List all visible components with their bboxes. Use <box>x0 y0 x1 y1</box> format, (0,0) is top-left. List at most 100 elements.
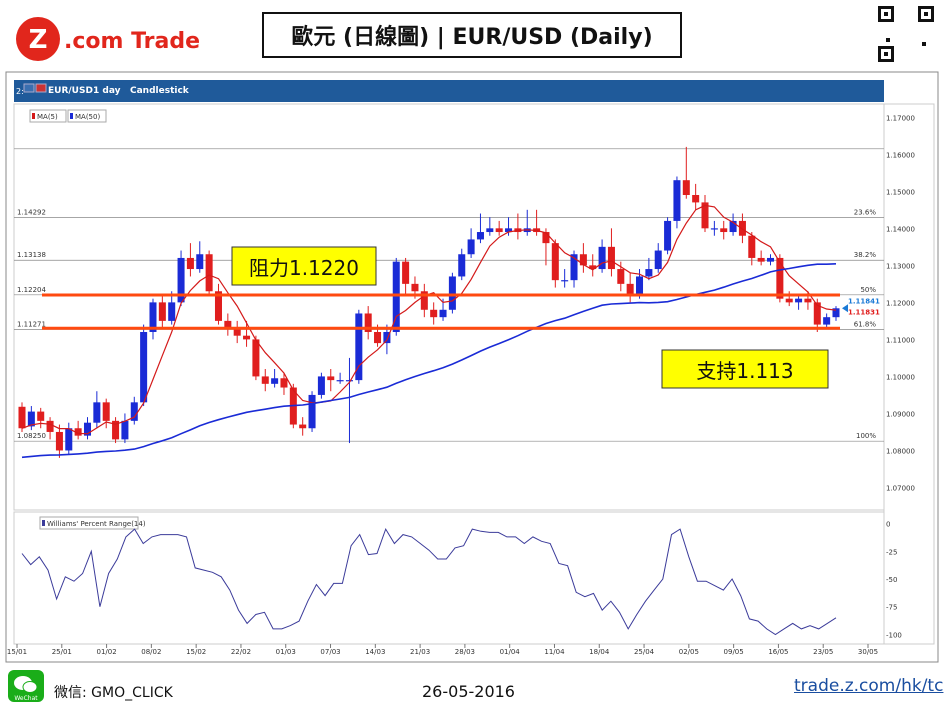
date-tick-label: 25/04 <box>634 648 655 656</box>
toolbar-chart-style[interactable]: Candlestick <box>130 86 190 96</box>
fib-percent-label: 50% <box>860 286 876 294</box>
bearish-candle <box>327 376 335 381</box>
price-tick-label: 1.11000 <box>886 336 915 344</box>
fib-percent-label: 61.8% <box>854 320 877 328</box>
bullish-candle <box>654 250 662 270</box>
wechat-id: 微信: GMO_CLICK <box>54 685 173 701</box>
bullish-candle <box>598 246 606 270</box>
fib-percent-label: 38.2% <box>854 251 877 259</box>
bullish-candle <box>121 420 129 440</box>
bullish-candle <box>645 269 653 277</box>
page-title: 歐元 (日線圖) | EUR/USD (Daily) <box>262 12 682 58</box>
bearish-candle <box>804 298 812 303</box>
bearish-candle <box>299 424 307 429</box>
wechat-icon[interactable]: WeChat <box>8 670 44 702</box>
wpr-panel <box>13 511 885 645</box>
fib-percent-label: 100% <box>856 432 876 440</box>
wpr-line <box>21 527 837 636</box>
qr-modules <box>886 38 926 46</box>
date-tick-label: 14/03 <box>365 648 385 656</box>
bullish-candle <box>130 402 138 421</box>
bearish-candle <box>589 265 597 270</box>
bearish-candle <box>252 339 260 377</box>
price-tick-label: 1.15000 <box>886 188 915 196</box>
bullish-candle <box>795 298 803 303</box>
svg-text:Z: Z <box>29 25 48 55</box>
fib-price-label: 1.08250 <box>17 432 46 440</box>
date-tick-label: 25/01 <box>52 648 72 656</box>
svg-text:.com Trade: .com Trade <box>64 29 200 54</box>
ma50-legend-box[interactable] <box>67 109 107 123</box>
wpr-tick-label: -50 <box>886 576 897 584</box>
bullish-candle <box>308 394 316 429</box>
date-tick-label: 01/02 <box>96 648 116 656</box>
bullish-candle <box>65 428 73 451</box>
bearish-candle <box>776 257 784 299</box>
bearish-candle <box>214 291 222 321</box>
toolbar-timeframe[interactable]: 1 day <box>93 86 121 96</box>
bearish-candle <box>757 257 765 262</box>
fib-price-label: 1.13138 <box>17 251 46 259</box>
date-tick-label: 18/04 <box>589 648 610 656</box>
bearish-candle <box>813 302 821 325</box>
bearish-candle <box>701 202 709 229</box>
bullish-candle <box>336 380 344 382</box>
wpr-tick-label: 0 <box>886 521 890 529</box>
bearish-candle <box>280 378 288 388</box>
wpr-tick-label: -25 <box>886 548 897 556</box>
bullish-candle <box>570 254 578 281</box>
price-tick-label: 1.17000 <box>886 114 915 122</box>
bullish-candle <box>505 228 513 233</box>
wpr-legend-box[interactable] <box>39 516 139 530</box>
bearish-candle <box>692 195 700 203</box>
date-tick-label: 07/03 <box>320 648 340 656</box>
footer-url-link[interactable]: trade.z.com/hk/tc <box>794 676 944 696</box>
date-tick-label: 22/02 <box>231 648 251 656</box>
last-price-red: 1.11831 <box>848 308 880 316</box>
price-axis <box>883 103 935 645</box>
bullish-candle <box>383 331 391 344</box>
bullish-candle <box>140 331 148 403</box>
date-tick-label: 16/05 <box>768 648 788 656</box>
support-label: 支持1.113 <box>696 359 793 383</box>
bullish-candle <box>458 254 466 277</box>
bearish-candle <box>542 232 550 244</box>
toolbar-symbol[interactable]: EUR/USD <box>48 86 93 96</box>
price-tick-label: 1.12000 <box>886 299 915 307</box>
resistance-label-box <box>231 246 377 286</box>
bearish-candle <box>243 335 251 340</box>
date-tick-label: 01/03 <box>276 648 296 656</box>
bullish-candle <box>93 402 101 423</box>
bearish-candle <box>579 254 587 266</box>
last-price-marker <box>842 304 848 313</box>
wpr-tick-label: -75 <box>886 604 897 612</box>
bullish-candle <box>561 280 569 282</box>
qr-code[interactable] <box>878 6 934 62</box>
bearish-candle <box>411 283 419 292</box>
flag-eu-icon <box>23 83 35 93</box>
ma50-line <box>21 263 837 459</box>
date-tick-label: 01/04 <box>500 648 521 656</box>
bearish-candle <box>112 420 120 440</box>
bullish-candle <box>27 411 35 427</box>
bearish-candle <box>158 302 166 321</box>
wechat-icon-label: WeChat <box>14 695 38 702</box>
bullish-candle <box>486 228 494 233</box>
date-tick-label: 15/02 <box>186 648 206 656</box>
bearish-candle <box>785 298 793 303</box>
price-tick-label: 1.16000 <box>886 151 915 159</box>
bearish-candle <box>607 246 615 270</box>
bearish-candle <box>205 254 213 292</box>
bearish-candle <box>224 320 232 329</box>
bullish-candle <box>271 378 279 384</box>
bearish-candle <box>102 402 110 421</box>
ma5-legend-box[interactable] <box>29 109 67 123</box>
chart-toolbar <box>14 80 884 102</box>
bearish-candle <box>495 228 503 233</box>
bearish-candle <box>74 428 82 436</box>
qr-finder-pattern <box>878 6 934 62</box>
bearish-candle <box>551 243 559 281</box>
bullish-candle <box>345 380 353 382</box>
last-price-blue: 1.11841 <box>848 297 880 305</box>
